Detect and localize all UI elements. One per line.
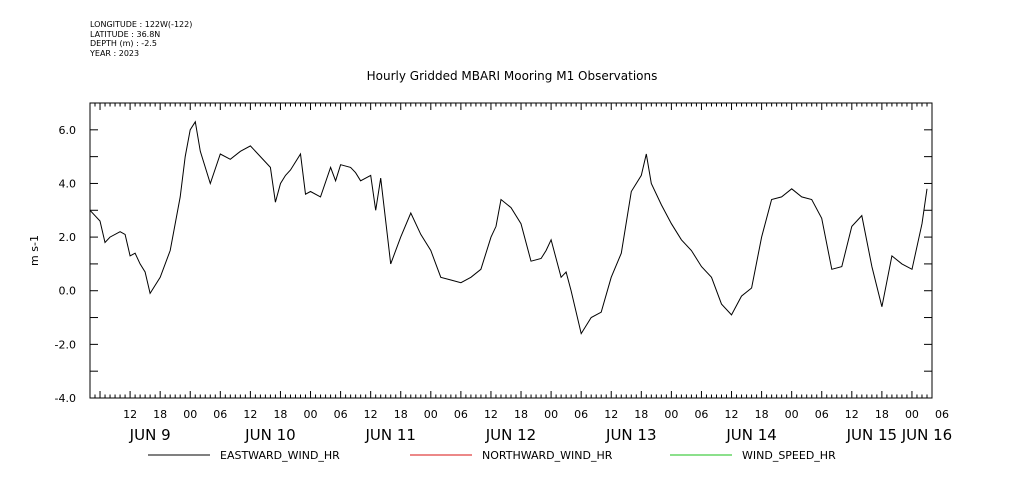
x-hour-label: 06	[815, 408, 829, 421]
series-lines	[89, 120, 928, 335]
y-tick-labels: -4.0 -2.0 0.0 2.0 4.0 6.0	[55, 124, 76, 405]
x-hour-label: 06	[454, 408, 468, 421]
plot-border	[89, 102, 933, 399]
y-tick-label: 2.0	[59, 231, 77, 244]
legend-label: WIND_SPEED_HR	[742, 449, 836, 462]
x-day-label: JUN 9	[129, 426, 171, 444]
x-hour-label: 00	[905, 408, 919, 421]
legend-label: NORTHWARD_WIND_HR	[482, 449, 613, 462]
x-hour-label: 00	[304, 408, 318, 421]
x-hour-label: 12	[604, 408, 618, 421]
metadata-block: LONGITUDE : 122W(-122) LATITUDE : 36.8N …	[90, 20, 192, 58]
depth-label: DEPTH (m) : -2.5	[90, 39, 157, 48]
x-hour-label: 06	[574, 408, 588, 421]
x-hour-label: 12	[845, 408, 859, 421]
x-hour-label: 12	[364, 408, 378, 421]
x-hour-label: 00	[785, 408, 799, 421]
x-hour-label: 18	[273, 408, 287, 421]
x-hour-label: 00	[664, 408, 678, 421]
x-hour-label: 00	[183, 408, 197, 421]
legend-label: EASTWARD_WIND_HR	[220, 449, 340, 462]
x-hour-labels: 12 18 00 06 12 18 00 06 12 18 00 06 12 18 00 06 12 18 00 06…	[123, 408, 949, 421]
x-hour-label: 18	[153, 408, 167, 421]
longitude-label: LONGITUDE : 122W(-122)	[90, 20, 193, 29]
axis-ticks	[89, 102, 933, 399]
x-hour-label: 06	[935, 408, 949, 421]
x-day-label: JUN 12	[485, 426, 536, 444]
x-day-label: JUN 10	[244, 426, 295, 444]
y-tick-label: 4.0	[59, 177, 77, 190]
year-label: YEAR : 2023	[90, 48, 140, 58]
x-day-label: JUN 13	[605, 426, 656, 444]
chart-title: Hourly Gridded MBARI Mooring M1 Observat…	[367, 69, 658, 83]
x-hour-label: 18	[875, 408, 889, 421]
x-hour-label: 18	[755, 408, 769, 421]
latitude-label: LATITUDE : 36.8N	[90, 29, 161, 39]
series-line-eastward-wind-hr	[89, 120, 928, 335]
plot-frame	[89, 102, 933, 399]
x-hour-label: 06	[694, 408, 708, 421]
y-axis-label: m s-1	[28, 235, 41, 266]
x-hour-label: 00	[424, 408, 438, 421]
x-day-label: JUN 16	[901, 426, 952, 444]
x-hour-label: 06	[334, 408, 348, 421]
legend: EASTWARD_WIND_HR NORTHWARD_WIND_HR WIND_SP…	[148, 449, 836, 462]
x-hour-label: 12	[243, 408, 257, 421]
y-tick-label: -2.0	[55, 338, 76, 351]
x-hour-label: 00	[544, 408, 558, 421]
x-hour-label: 12	[725, 408, 739, 421]
x-day-labels: JUN 9 JUN 10 JUN 11 JUN 12 JUN 13 JUN 14 JUN 1…	[129, 426, 953, 444]
x-hour-label: 18	[514, 408, 528, 421]
y-tick-label: 0.0	[59, 285, 77, 298]
x-day-label: JUN 14	[725, 426, 776, 444]
x-hour-label: 18	[634, 408, 648, 421]
x-hour-label: 12	[123, 408, 137, 421]
x-hour-label: 12	[484, 408, 498, 421]
x-day-label: JUN 15	[846, 426, 897, 444]
x-hour-label: 18	[394, 408, 408, 421]
x-hour-label: 06	[213, 408, 227, 421]
x-day-label: JUN 11	[364, 426, 415, 444]
y-tick-label: -4.0	[55, 392, 76, 405]
y-tick-label: 6.0	[59, 124, 77, 137]
